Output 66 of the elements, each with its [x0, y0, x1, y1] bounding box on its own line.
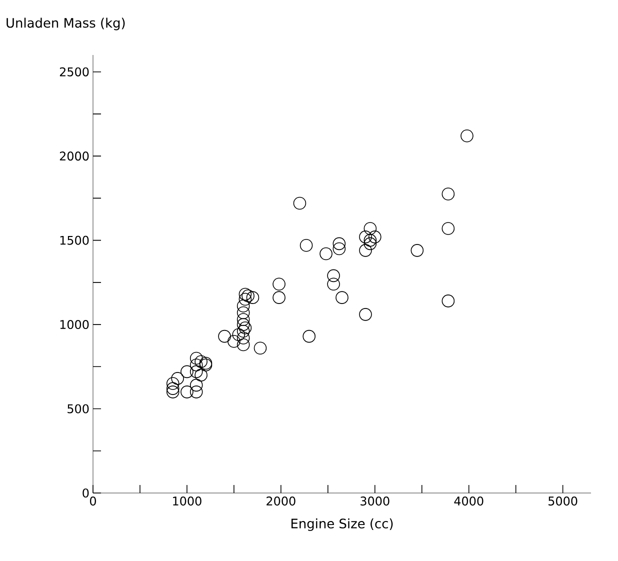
- point: [302, 330, 316, 343]
- point: [194, 368, 208, 382]
- point: [336, 291, 348, 304]
- point: [359, 308, 372, 321]
- point: [359, 244, 372, 257]
- point: [166, 382, 180, 395]
- point: [410, 244, 424, 257]
- point: [190, 378, 203, 392]
- point: [166, 377, 180, 390]
- x-tick-label: 3000: [360, 496, 390, 506]
- point: [190, 386, 203, 398]
- y-tick-label: 500: [68, 404, 89, 414]
- point: [180, 365, 194, 378]
- point: [320, 247, 332, 260]
- point: [171, 372, 184, 385]
- point: [236, 300, 250, 312]
- y-tick-label: 0: [82, 488, 89, 498]
- x-axis-title: Engine Size (cc): [291, 518, 393, 531]
- x-tick-label: 2000: [266, 496, 296, 506]
- point: [190, 352, 203, 365]
- y-tick-label: 1500: [60, 236, 89, 245]
- point: [236, 338, 250, 352]
- point: [166, 386, 180, 398]
- point: [246, 291, 260, 304]
- point: [236, 318, 250, 331]
- y-tick-label: 2000: [60, 152, 89, 161]
- point: [242, 290, 254, 302]
- point: [359, 230, 372, 244]
- point: [236, 324, 250, 338]
- x-tick-label: 0: [90, 496, 96, 506]
- point: [232, 328, 246, 342]
- point: [442, 294, 455, 308]
- point: [442, 222, 455, 235]
- point: [364, 234, 377, 247]
- y-tick-label: 2500: [60, 67, 89, 76]
- y-axis-title: Unladen Mass (kg): [6, 18, 125, 30]
- point: [194, 355, 208, 368]
- point: [238, 292, 252, 306]
- point: [272, 291, 286, 304]
- x-tick-label: 5000: [548, 496, 578, 506]
- point: [180, 386, 194, 398]
- point: [327, 269, 340, 282]
- point: [236, 306, 250, 320]
- point: [190, 365, 203, 378]
- x-tick-label: 1000: [173, 496, 202, 506]
- y-tick-label: 1000: [60, 320, 89, 330]
- point: [238, 288, 252, 301]
- point: [293, 196, 306, 210]
- point: [218, 330, 231, 343]
- point: [272, 278, 286, 291]
- point: [254, 342, 267, 355]
- point: [236, 313, 250, 326]
- point: [327, 278, 340, 291]
- point: [228, 334, 240, 348]
- point: [300, 238, 313, 252]
- point: [332, 242, 346, 256]
- point: [238, 322, 252, 334]
- point: [442, 188, 455, 200]
- point: [364, 237, 377, 250]
- point: [332, 237, 346, 250]
- x-tick-label: 4000: [454, 496, 484, 506]
- point: [368, 230, 382, 244]
- point: [460, 129, 474, 142]
- point: [364, 222, 377, 235]
- point: [190, 358, 203, 372]
- point: [236, 332, 250, 344]
